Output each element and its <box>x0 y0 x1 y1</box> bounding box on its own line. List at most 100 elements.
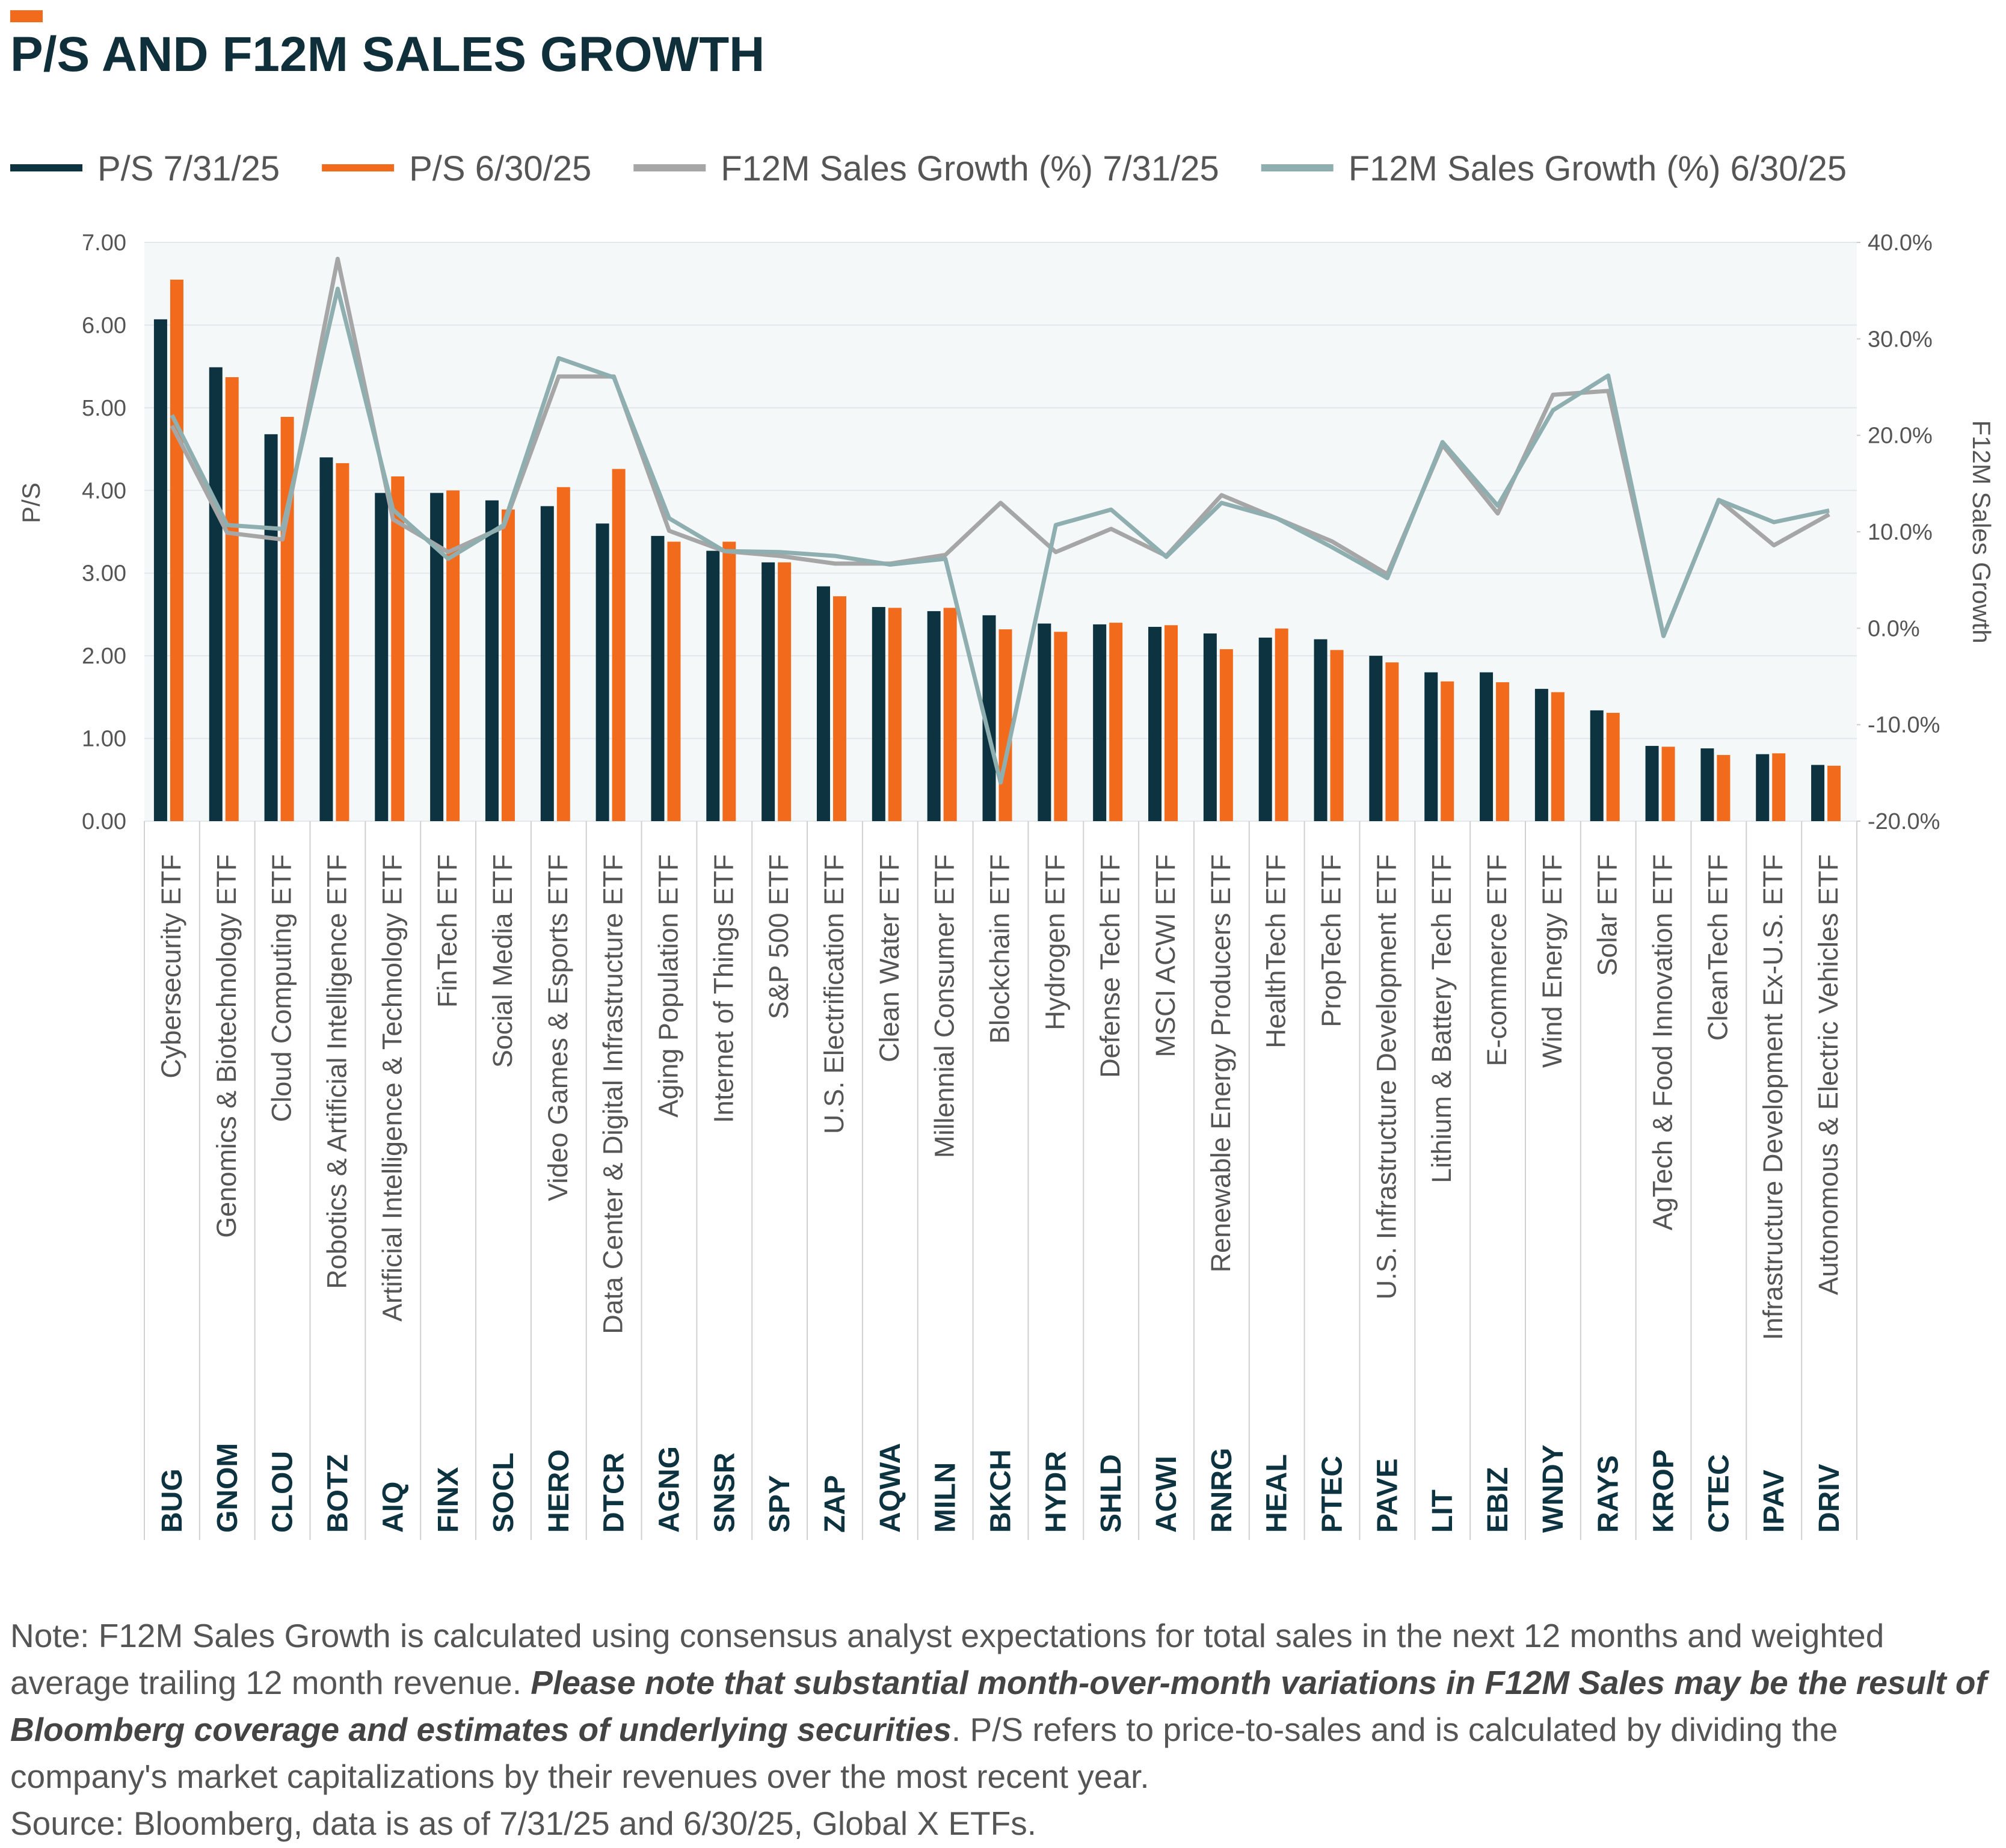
ticker-label: RNRG <box>1206 1448 1238 1533</box>
bar <box>1827 765 1841 821</box>
bar <box>485 500 499 821</box>
x-tick-label: PropTech ETF <box>1316 854 1347 1027</box>
ticker-label: AIQ <box>377 1482 409 1533</box>
bar <box>667 541 681 821</box>
ticker-label: KROP <box>1648 1449 1680 1533</box>
legend-label: P/S 6/30/25 <box>409 149 591 188</box>
line <box>170 256 1830 638</box>
bar <box>375 493 389 821</box>
bar <box>319 457 333 821</box>
x-tick-label: Robotics & Artificial Intelligence ETF <box>321 854 352 1289</box>
ticker-label: PTEC <box>1317 1456 1349 1533</box>
x-tick-label: MSCI ACWI ETF <box>1150 854 1181 1058</box>
bar <box>832 596 846 821</box>
y2-tick-label: 30.0% <box>1868 327 1933 352</box>
ticker-label: GNOM <box>212 1443 244 1533</box>
x-tick-label: Clean Water ETF <box>874 854 905 1062</box>
bar <box>1219 649 1233 821</box>
ticker-label: HEAL <box>1261 1454 1293 1533</box>
bar <box>1165 625 1178 821</box>
ticker-label: SPY <box>764 1475 796 1533</box>
chart: P/S AND F12M SALES GROWTH P/S F12M Sales… <box>10 10 1996 1540</box>
ticker-label: CTEC <box>1703 1454 1735 1533</box>
legend-label: F12M Sales Growth (%) 7/31/25 <box>721 149 1219 188</box>
y-tick-label: 7.00 <box>82 230 126 256</box>
bar <box>1441 681 1454 821</box>
bar <box>336 463 349 821</box>
ticker-label: PAVE <box>1371 1458 1403 1533</box>
legend-label: F12M Sales Growth (%) 6/30/25 <box>1349 149 1847 188</box>
bar <box>170 279 183 821</box>
y-tick-label: 4.00 <box>82 478 126 504</box>
bar <box>1258 637 1272 821</box>
bar <box>446 490 460 821</box>
note-text: . P/S refers to price-to-sales and is ca… <box>10 1711 1838 1795</box>
ticker-label: EBIZ <box>1482 1467 1514 1533</box>
bar <box>1661 747 1675 821</box>
bar <box>1385 662 1399 821</box>
bar <box>982 615 996 821</box>
bar <box>1756 754 1770 821</box>
x-tick-label: Solar ETF <box>1592 854 1623 976</box>
y2-tick-label: -10.0% <box>1868 713 1940 738</box>
y-tick-label: 2.00 <box>82 644 126 669</box>
bar <box>816 586 830 821</box>
bar <box>1109 623 1123 821</box>
bar <box>1534 689 1548 821</box>
ticker-label: RAYS <box>1593 1455 1625 1533</box>
x-tick-label: Data Center & Digital Infrastructure ETF <box>598 854 629 1334</box>
bar <box>264 434 278 821</box>
ticker-label: LIT <box>1427 1489 1459 1533</box>
ticker-label: SHLD <box>1095 1454 1127 1533</box>
chart-title: P/S AND F12M SALES GROWTH <box>10 27 765 82</box>
y2-tick-label: 40.0% <box>1868 230 1933 256</box>
bar <box>430 493 444 821</box>
x-tick-label: U.S. Infrastructure Development ETF <box>1371 854 1401 1299</box>
note-emphasis: Please note that substantial month-over-… <box>10 1664 1987 1748</box>
bar <box>1093 624 1107 821</box>
x-tick-label: Cybersecurity ETF <box>156 854 186 1079</box>
y-tick-label: 5.00 <box>82 396 126 421</box>
y2-tick-label: -20.0% <box>1868 809 1940 834</box>
y2-tick-label: 10.0% <box>1868 520 1933 545</box>
ticker-label: SNSR <box>709 1453 740 1533</box>
x-tick-label: Artificial Intelligence & Technology ETF <box>377 854 407 1322</box>
bar <box>943 608 957 821</box>
y2-axis-label: F12M Sales Growth <box>1968 420 1996 643</box>
y-tick-label: 1.00 <box>82 727 126 752</box>
x-tick-label: S&P 500 ETF <box>763 854 794 1019</box>
bar <box>761 562 775 821</box>
title-accent <box>10 10 43 22</box>
ticker-label: AGNG <box>653 1446 685 1533</box>
x-tick-label: Infrastructure Development Ex-U.S. ETF <box>1758 854 1788 1340</box>
bar <box>1496 682 1510 821</box>
x-tick-label: HealthTech ETF <box>1261 854 1291 1049</box>
bar <box>501 509 515 821</box>
bar <box>612 469 626 821</box>
bar <box>706 550 720 821</box>
ticker-label: DTCR <box>598 1453 630 1533</box>
legend-label: P/S 7/31/25 <box>97 149 280 188</box>
ticker-label: BKCH <box>985 1449 1017 1533</box>
y-tick-label: 3.00 <box>82 561 126 587</box>
x-tick-label: E-commerce ETF <box>1481 854 1512 1067</box>
ticker-label: ACWI <box>1151 1456 1183 1533</box>
line <box>170 286 1830 785</box>
ticker-label: ZAP <box>819 1475 851 1533</box>
x-tick-label: Wind Energy ETF <box>1537 854 1568 1068</box>
x-tick-label: Video Games & Esports ETF <box>543 854 573 1201</box>
ticker-label: HERO <box>543 1449 575 1533</box>
note-text: Note: F12M Sales Growth is calculated us… <box>10 1617 1884 1701</box>
bar <box>1314 639 1328 821</box>
x-tick-label: Genomics & Biotechnology ETF <box>211 854 242 1238</box>
bar <box>1551 692 1564 821</box>
y-tick-label: 6.00 <box>82 313 126 338</box>
bar <box>1772 753 1786 821</box>
ticker-label: HYDR <box>1040 1451 1072 1533</box>
x-tick-label: Blockchain ETF <box>985 854 1015 1044</box>
bar <box>1330 650 1344 821</box>
bar <box>1148 627 1162 821</box>
bar <box>1590 710 1604 821</box>
bar <box>722 541 736 821</box>
